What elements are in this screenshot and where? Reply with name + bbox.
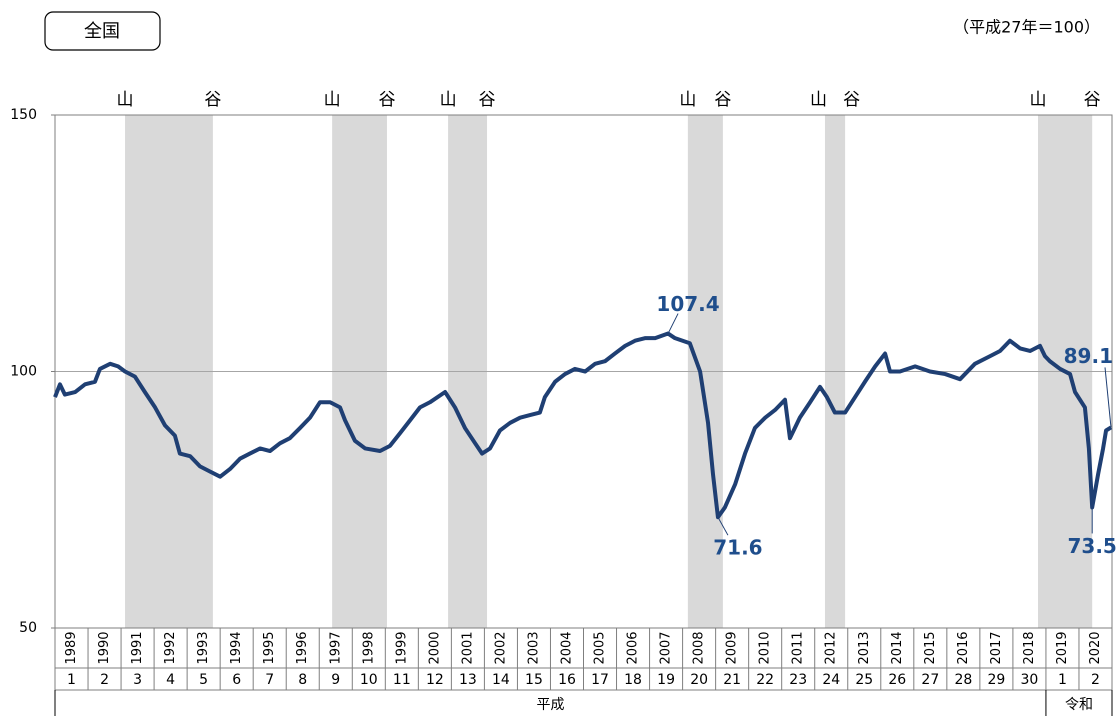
peak-label: 山	[810, 90, 827, 110]
era-year-label: 21	[723, 672, 741, 688]
era-year-label: 26	[888, 672, 906, 688]
x-tick-label: 2004	[559, 631, 574, 664]
x-tick-label: 1990	[97, 631, 112, 664]
era-year-label: 20	[690, 672, 708, 688]
x-tick-label: 2018	[1022, 631, 1037, 664]
title-box	[44, 11, 161, 51]
x-tick-label: 1993	[196, 631, 211, 664]
era-year-label: 10	[360, 672, 378, 688]
x-tick-label: 2014	[890, 631, 905, 664]
era-year-label: 12	[426, 672, 444, 688]
era-year-label: 16	[558, 672, 576, 688]
annotation: 73.5	[1068, 534, 1117, 558]
peak-label: 山	[117, 90, 134, 110]
y-tick-label: 150	[10, 107, 37, 123]
era-year-label: 25	[855, 672, 873, 688]
chart-title: 全国	[84, 21, 120, 42]
era-name: 令和	[1065, 697, 1093, 713]
x-tick-label: 2013	[857, 631, 872, 664]
trough-label: 谷	[843, 90, 860, 110]
trough-label: 谷	[714, 90, 731, 110]
era-name: 平成	[536, 697, 564, 713]
trough-label: 谷	[479, 90, 496, 110]
peak-label: 山	[1030, 90, 1047, 110]
trough-label: 谷	[1084, 90, 1101, 110]
era-year-label: 1	[67, 672, 76, 688]
x-tick-label: 1991	[130, 631, 145, 664]
x-tick-label: 2003	[526, 631, 541, 664]
x-tick-label: 2017	[989, 631, 1004, 664]
x-tick-label: 2015	[923, 631, 938, 664]
era-year-label: 18	[624, 672, 642, 688]
era-year-label: 22	[756, 672, 774, 688]
annotation-leader	[717, 516, 729, 536]
x-tick-label: 2010	[758, 631, 773, 664]
x-tick-label: 2001	[460, 631, 475, 664]
era-year-label: 2	[1091, 672, 1100, 688]
era-year-label: 6	[232, 672, 241, 688]
x-tick-label: 1989	[64, 631, 79, 664]
x-tick-label: 2006	[626, 631, 641, 664]
x-tick-label: 2019	[1055, 631, 1070, 664]
x-tick-label: 2009	[725, 631, 740, 664]
annotation-leader	[1104, 367, 1112, 428]
trough-label: 谷	[378, 90, 395, 110]
era-year-label: 7	[265, 672, 274, 688]
annotation: 71.6	[713, 536, 762, 560]
x-tick-label: 2000	[427, 631, 442, 664]
era-year-label: 4	[166, 672, 175, 688]
x-tick-label: 1995	[262, 631, 277, 664]
x-tick-label: 2016	[956, 631, 971, 664]
x-tick-label: 2008	[692, 631, 707, 664]
y-tick-label: 100	[10, 364, 37, 380]
era-year-label: 1	[1058, 672, 1067, 688]
x-tick-label: 2011	[791, 631, 806, 664]
x-tick-label: 2007	[659, 631, 674, 664]
era-year-label: 11	[393, 672, 411, 688]
era-year-label: 5	[199, 672, 208, 688]
era-year-label: 9	[331, 672, 340, 688]
annotation-leader	[667, 313, 679, 334]
peak-label: 山	[679, 90, 696, 110]
era-year-label: 3	[133, 672, 142, 688]
annotation: 107.4	[656, 292, 719, 316]
x-tick-label: 2020	[1088, 631, 1103, 664]
x-tick-label: 2012	[824, 631, 839, 664]
x-tick-label: 2002	[493, 631, 508, 664]
peak-label: 山	[324, 90, 341, 110]
data-line	[53, 331, 1113, 520]
x-tick-label: 1998	[361, 631, 376, 664]
x-tick-label: 1997	[328, 631, 343, 664]
era-year-label: 23	[789, 672, 807, 688]
era-year-label: 29	[987, 672, 1005, 688]
era-year-label: 13	[459, 672, 477, 688]
era-year-label: 30	[1021, 672, 1039, 688]
chart-subtitle: （平成27年＝100）	[953, 18, 1100, 37]
era-year-label: 8	[298, 672, 307, 688]
x-tick-label: 1999	[394, 631, 409, 664]
era-year-label: 24	[822, 672, 840, 688]
annotation: 89.1	[1064, 344, 1113, 368]
era-year-label: 17	[591, 672, 609, 688]
era-year-label: 28	[954, 672, 972, 688]
era-year-label: 14	[492, 672, 510, 688]
x-tick-label: 1994	[229, 631, 244, 664]
trough-label: 谷	[204, 90, 221, 110]
era-year-label: 2	[100, 672, 109, 688]
era-year-label: 15	[525, 672, 543, 688]
x-tick-label: 1996	[295, 631, 310, 664]
x-tick-label: 2005	[593, 631, 608, 664]
era-year-label: 27	[921, 672, 939, 688]
era-year-label: 19	[657, 672, 675, 688]
peak-label: 山	[440, 90, 457, 110]
x-tick-label: 1992	[163, 631, 178, 664]
y-tick-label: 50	[19, 620, 37, 636]
